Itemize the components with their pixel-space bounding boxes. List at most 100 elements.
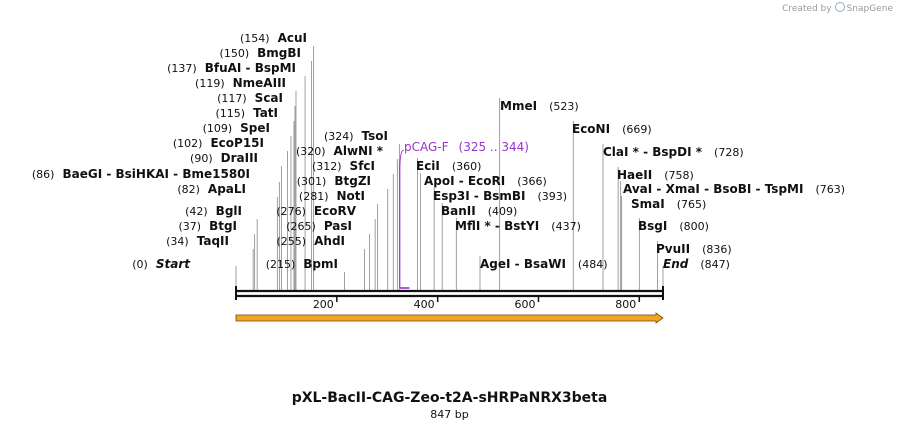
snapgene-logo-icon: [834, 2, 845, 12]
site-name: BfuAI - BspMI: [205, 61, 296, 75]
site-position: (847): [700, 258, 730, 271]
site-position: (360): [452, 160, 482, 173]
site-label: (265) PasI: [286, 219, 352, 233]
site-name: BtgZI: [334, 174, 371, 188]
tick-label: 200: [313, 298, 334, 311]
site-name: MmeI: [500, 99, 537, 113]
site-name: BglI: [216, 204, 242, 218]
plasmid-linear-map: 200 400 600 800 pCAG-F (325 .. 344) (0) Start…: [32, 31, 845, 324]
site-position: (37): [178, 220, 201, 233]
site-label: (137) BfuAI - BspMI: [167, 61, 296, 75]
tick-label: 400: [414, 298, 435, 311]
primer-label: pCAG-F (325 .. 344): [404, 140, 529, 154]
tick-label: 800: [615, 298, 636, 311]
site-label: EciI (360): [416, 159, 481, 173]
site-label: ApoI - EcoRI (366): [424, 174, 547, 188]
site-position: (34): [166, 235, 189, 248]
site-label: (154) AcuI: [240, 31, 307, 45]
site-name: PvuII: [656, 242, 690, 256]
site-label: (109) SpeI: [203, 121, 270, 135]
site-label: PvuII (836): [656, 242, 732, 256]
site-label: EcoNI (669): [572, 122, 652, 136]
site-name: NmeAIII: [233, 76, 286, 90]
site-label: MflI * - BstYI (437): [455, 219, 581, 233]
site-label: BsgI (800): [638, 219, 709, 233]
primer-leader: [399, 149, 404, 288]
site-name: BmgBI: [257, 46, 301, 60]
site-label: (119) NmeAIII: [195, 76, 286, 90]
site-position: (276): [276, 205, 306, 218]
site-label: (82) ApaLI: [177, 182, 246, 196]
site-position: (0): [132, 258, 148, 271]
site-position: (42): [185, 205, 208, 218]
site-position: (255): [277, 235, 307, 248]
site-name: ClaI * - BspDI *: [603, 145, 703, 159]
site-position: (484): [578, 258, 608, 271]
site-label: (215) BpmI: [266, 257, 338, 271]
site-label: (324) TsoI: [324, 129, 388, 143]
site-position: (150): [220, 47, 250, 60]
primers: pCAG-F (325 .. 344): [399, 140, 529, 289]
site-name: AhdI: [314, 234, 345, 248]
tick-label: 600: [514, 298, 535, 311]
site-position: (728): [714, 146, 744, 159]
site-name: BpmI: [303, 257, 338, 271]
site-label: (90) DraIII: [190, 151, 258, 165]
site-name: EcoP15I: [210, 136, 264, 150]
site-name: PasI: [324, 219, 352, 233]
site-name: MflI * - BstYI: [455, 219, 539, 233]
primer-name: pCAG-F: [404, 140, 449, 154]
site-name: EcoNI: [572, 122, 610, 136]
site-position: (320): [296, 145, 326, 158]
site-label: (320) AlwNI *: [296, 144, 384, 158]
site-label: (312) SfcI: [312, 159, 375, 173]
feature-arrow: [235, 312, 664, 324]
site-name: EcoRV: [314, 204, 357, 218]
map-title: pXL-BacII-CAG-Zeo-t2A-sHRPaNRX3beta: [291, 390, 608, 406]
site-position: (86): [32, 168, 55, 181]
site-position: (836): [702, 243, 732, 256]
site-name: EciI: [416, 159, 440, 173]
map-length: 847 bp: [430, 408, 469, 421]
site-name: BaeGI - BsiHKAI - Bme1580I: [62, 167, 250, 181]
site-label: Esp3I - BsmBI (393): [433, 189, 567, 203]
site-position: (154): [240, 32, 270, 45]
site-name: AcuI: [278, 31, 307, 45]
site-labels: (0) Start (34) TaqII(37) BtgI(42) BglI (82) Apa…: [32, 31, 845, 271]
site-position: (366): [517, 175, 547, 188]
site-position: (281): [299, 190, 329, 203]
site-position: (102): [173, 137, 203, 150]
site-label: HaeII (758): [617, 168, 694, 182]
site-position: (215): [266, 258, 296, 271]
site-name: SpeI: [240, 121, 270, 135]
site-label: End (847): [663, 257, 730, 271]
site-label: AgeI - BsaWI (484): [480, 257, 608, 271]
site-position: (437): [551, 220, 581, 233]
features: [235, 312, 664, 324]
site-label: (301) BtgZI: [297, 174, 371, 188]
site-position: (763): [815, 183, 845, 196]
site-name: TatI: [253, 106, 278, 120]
site-name: ApoI - EcoRI: [424, 174, 505, 188]
site-label: (281) NotI: [299, 189, 365, 203]
site-position: (82): [177, 183, 200, 196]
site-name: NotI: [337, 189, 366, 203]
site-position: (800): [679, 220, 709, 233]
site-position: (523): [549, 100, 579, 113]
site-position: (393): [537, 190, 567, 203]
site-label: (37) BtgI: [178, 219, 237, 233]
site-label: (0) Start: [132, 257, 191, 271]
site-name: AvaI - XmaI - BsoBI - TspMI: [623, 182, 803, 196]
site-label: ClaI * - BspDI * (728): [603, 145, 744, 159]
site-name: End: [663, 257, 689, 271]
site-label: (276) EcoRV: [276, 204, 356, 218]
title-block: pXL-BacII-CAG-Zeo-t2A-sHRPaNRX3beta 847 …: [0, 390, 899, 421]
site-position: (324): [324, 130, 354, 143]
site-position: (265): [286, 220, 316, 233]
site-name: HaeII: [617, 168, 652, 182]
site-label: (115) TatI: [215, 106, 278, 120]
credit: Created by SnapGene: [782, 2, 893, 14]
site-label: (42) BglI: [185, 204, 242, 218]
site-name: AlwNI *: [334, 144, 384, 158]
